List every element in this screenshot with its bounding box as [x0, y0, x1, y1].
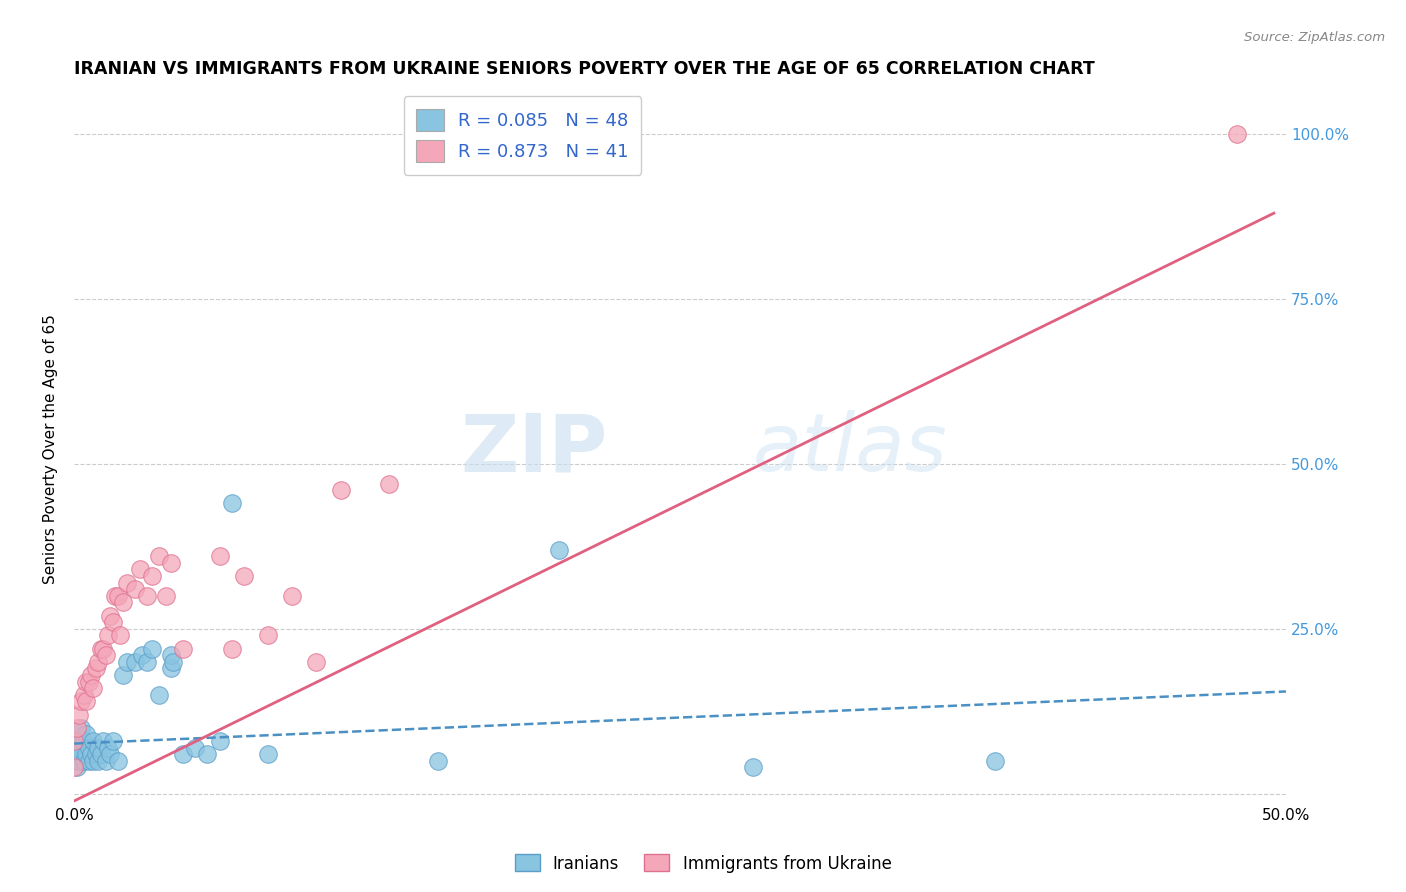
Point — [90, 747, 112, 761]
Point — [84, 661, 107, 675]
Point — [232, 569, 254, 583]
Point — [82, 754, 104, 768]
Point — [378, 476, 401, 491]
Point — [1226, 127, 1249, 141]
Point — [111, 595, 134, 609]
Point — [148, 688, 170, 702]
Point — [101, 734, 124, 748]
Point — [70, 694, 93, 708]
Point — [87, 655, 110, 669]
Point — [70, 721, 93, 735]
Point — [107, 589, 129, 603]
Point — [75, 674, 97, 689]
Point — [141, 641, 163, 656]
Point — [426, 754, 449, 768]
Point — [73, 754, 96, 768]
Point — [172, 641, 194, 656]
Text: Source: ZipAtlas.com: Source: ZipAtlas.com — [1244, 31, 1385, 45]
Point — [104, 589, 127, 603]
Point — [172, 747, 194, 761]
Point — [65, 727, 87, 741]
Point — [80, 668, 103, 682]
Point — [197, 747, 219, 761]
Point — [741, 760, 763, 774]
Point — [547, 542, 569, 557]
Point — [100, 608, 122, 623]
Point — [63, 760, 86, 774]
Point — [63, 754, 86, 768]
Point — [124, 582, 146, 597]
Point — [111, 668, 134, 682]
Point — [257, 747, 280, 761]
Point — [67, 707, 90, 722]
Point — [329, 483, 352, 498]
Point — [75, 747, 97, 761]
Point — [124, 655, 146, 669]
Legend: R = 0.085   N = 48, R = 0.873   N = 41: R = 0.085 N = 48, R = 0.873 N = 41 — [404, 96, 641, 175]
Point — [221, 641, 243, 656]
Point — [160, 648, 183, 663]
Point — [67, 754, 90, 768]
Text: atlas: atlas — [752, 410, 948, 488]
Point — [148, 549, 170, 564]
Point — [94, 754, 117, 768]
Point — [155, 589, 177, 603]
Point — [77, 674, 100, 689]
Point — [97, 740, 120, 755]
Point — [70, 747, 93, 761]
Point — [984, 754, 1007, 768]
Point — [87, 754, 110, 768]
Point — [160, 556, 183, 570]
Point — [65, 747, 87, 761]
Y-axis label: Seniors Poverty Over the Age of 65: Seniors Poverty Over the Age of 65 — [44, 314, 58, 584]
Point — [100, 747, 122, 761]
Point — [141, 569, 163, 583]
Point — [160, 661, 183, 675]
Point — [94, 648, 117, 663]
Point — [208, 549, 231, 564]
Point — [67, 740, 90, 755]
Point — [281, 589, 304, 603]
Point — [162, 655, 184, 669]
Point — [75, 694, 97, 708]
Point — [80, 747, 103, 761]
Point — [97, 628, 120, 642]
Point — [73, 688, 96, 702]
Point — [221, 496, 243, 510]
Point — [91, 641, 114, 656]
Point — [117, 575, 139, 590]
Point — [184, 740, 207, 755]
Text: IRANIAN VS IMMIGRANTS FROM UKRAINE SENIORS POVERTY OVER THE AGE OF 65 CORRELATIO: IRANIAN VS IMMIGRANTS FROM UKRAINE SENIO… — [75, 60, 1095, 78]
Point — [305, 655, 328, 669]
Point — [117, 655, 139, 669]
Point — [82, 734, 104, 748]
Point — [91, 734, 114, 748]
Point — [208, 734, 231, 748]
Point — [101, 615, 124, 630]
Point — [65, 760, 87, 774]
Point — [63, 734, 86, 748]
Point — [84, 747, 107, 761]
Point — [131, 648, 153, 663]
Point — [107, 754, 129, 768]
Point — [108, 628, 131, 642]
Point — [75, 727, 97, 741]
Point — [82, 681, 104, 695]
Point — [73, 734, 96, 748]
Point — [128, 562, 150, 576]
Point — [135, 655, 157, 669]
Point — [65, 721, 87, 735]
Point — [90, 641, 112, 656]
Legend: Iranians, Immigrants from Ukraine: Iranians, Immigrants from Ukraine — [508, 847, 898, 880]
Point — [77, 740, 100, 755]
Point — [77, 754, 100, 768]
Point — [257, 628, 280, 642]
Point — [87, 740, 110, 755]
Text: ZIP: ZIP — [460, 410, 607, 488]
Point — [63, 734, 86, 748]
Point — [135, 589, 157, 603]
